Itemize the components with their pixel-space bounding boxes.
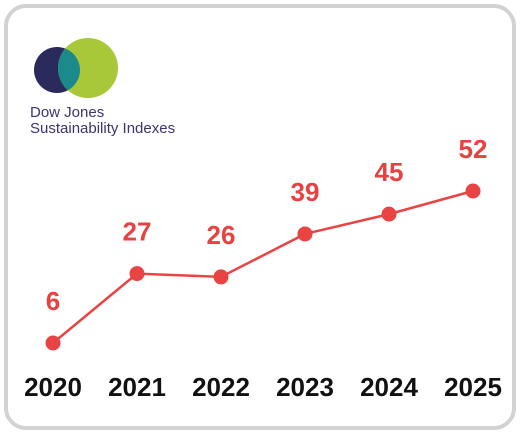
- value-label: 52: [459, 134, 488, 164]
- point: [45, 335, 61, 351]
- line: [52, 189, 474, 344]
- point: [381, 206, 397, 222]
- logo-text: Sustainability Indexes: [30, 120, 175, 137]
- point: [129, 266, 145, 282]
- x-tick-label: 2024: [360, 372, 418, 402]
- x-tick-label: 2021: [108, 372, 166, 402]
- point: [297, 226, 313, 242]
- x-tick-label: 2025: [444, 372, 502, 402]
- x-tick-label: 2023: [276, 372, 334, 402]
- logo-text: Dow Jones: [30, 104, 104, 121]
- value-label: 6: [46, 286, 60, 316]
- value-label: 39: [291, 177, 320, 207]
- value-label: 27: [123, 216, 152, 246]
- card-border: [4, 4, 516, 430]
- x-tick-label: 2022: [192, 372, 250, 402]
- x-tick-label: 2020: [24, 372, 82, 402]
- point: [213, 269, 229, 285]
- value-label: 45: [375, 157, 404, 187]
- value-label: 26: [207, 220, 236, 250]
- point: [465, 183, 481, 199]
- logo-mark: [34, 38, 118, 98]
